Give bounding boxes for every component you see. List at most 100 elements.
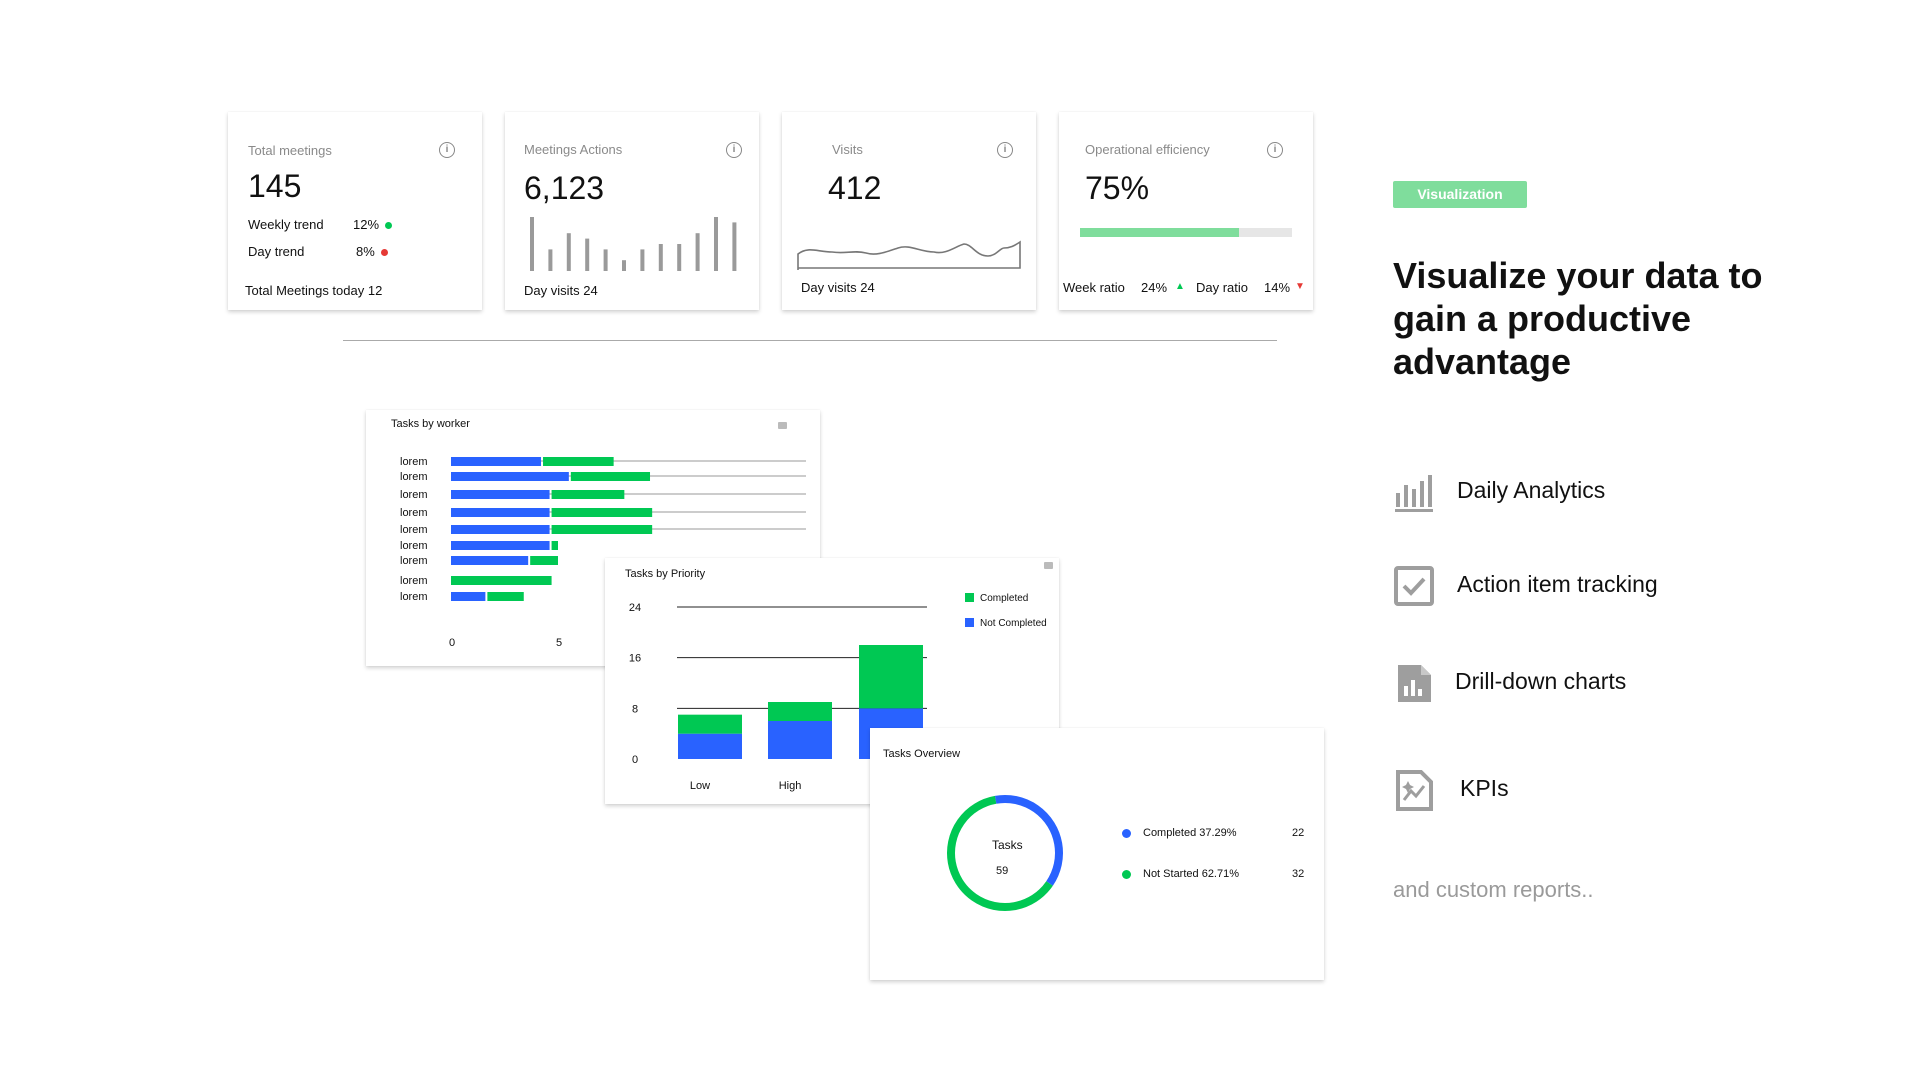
legend-not-completed: Not Completed <box>965 617 1047 629</box>
worker-bar-blue <box>451 556 529 565</box>
completed-legend-label: Completed 37.29% <box>1143 827 1237 839</box>
info-icon[interactable]: i <box>726 142 742 158</box>
y-tick-label: 16 <box>629 653 641 665</box>
worker-bar-green <box>530 556 558 565</box>
donut-slice <box>947 795 1063 911</box>
y-tick-label: 24 <box>629 602 641 614</box>
worker-label: lorem <box>400 456 428 468</box>
worker-bar-green <box>543 457 614 466</box>
expand-icon[interactable] <box>778 422 787 429</box>
bar-chart-icon <box>1395 475 1433 512</box>
spark-bar <box>640 249 645 271</box>
chart-title: Tasks by Priority <box>625 568 706 580</box>
x-tick-label: 5 <box>556 637 562 649</box>
legend-label: Not Completed <box>980 618 1047 629</box>
spark-bar <box>585 238 590 271</box>
kpi-title: Operational efficiency <box>1085 142 1210 157</box>
bar-completed <box>768 702 832 721</box>
up-status-dot <box>385 222 393 230</box>
info-icon[interactable]: i <box>1267 142 1283 158</box>
kpi-footer: Day visits 24 <box>524 283 598 298</box>
worker-bar-blue <box>451 508 550 517</box>
efficiency-progress-fill <box>1080 228 1239 237</box>
feature-action-item-tracking: Action item tracking <box>1393 565 1813 613</box>
kpi-card-meetings-actions: Meetings Actions i 6,123 Day visits 24 <box>505 112 759 310</box>
bar-not-completed <box>678 733 742 759</box>
spark-bar <box>658 244 663 271</box>
x-tick-label: High <box>779 780 802 792</box>
feature-label: Daily Analytics <box>1457 477 1606 503</box>
feature-kpis: KPIs <box>1393 769 1813 817</box>
kpi-value: 6,123 <box>524 170 605 206</box>
worker-label: lorem <box>400 471 428 483</box>
tasks-overview-card: Tasks Overview Tasks 59 Completed 37.29%… <box>870 728 1324 980</box>
spark-bar <box>603 249 608 271</box>
headline: Visualize your data to gain a productive… <box>1393 255 1763 382</box>
worker-bar-green <box>487 592 524 601</box>
kpi-title: Visits <box>832 142 863 157</box>
worker-bar-blue <box>451 525 550 534</box>
not-started-legend-label: Not Started 62.71% <box>1143 868 1240 880</box>
day-trend-label: Day trend <box>248 244 305 259</box>
kpi-card-operational-efficiency: Operational efficiency i 75% Week ratio … <box>1059 112 1313 310</box>
down-arrow-icon: ▼ <box>1295 281 1305 292</box>
bar-completed <box>859 645 923 709</box>
feature-daily-analytics: Daily Analytics <box>1393 471 1813 519</box>
donut-center-value: 59 <box>996 865 1009 877</box>
x-tick-label: Low <box>690 780 710 792</box>
worker-bar-green <box>551 490 625 499</box>
kpi-value: 75% <box>1085 170 1150 206</box>
kpi-card-visits: Visits i 412 Day visits 24 <box>782 112 1036 310</box>
day-trend-value: 8% <box>356 244 388 259</box>
worker-bar-blue <box>451 457 542 466</box>
completed-count: 22 <box>1292 827 1305 839</box>
completed-legend-dot <box>1122 829 1131 838</box>
worker-bar-green <box>551 525 653 534</box>
worker-bar-green <box>570 472 651 481</box>
spark-bar <box>714 217 718 271</box>
worker-bar-green <box>551 508 653 517</box>
feature-drill-down-charts: Drill-down charts <box>1393 662 1813 710</box>
worker-label: lorem <box>400 540 428 552</box>
worker-bar-blue <box>451 592 486 601</box>
kpi-value: 412 <box>828 170 882 206</box>
spark-bar <box>677 244 682 271</box>
kpi-footer: Total Meetings today 12 <box>245 283 383 298</box>
worker-label: lorem <box>400 489 428 501</box>
info-icon[interactable]: i <box>439 142 455 158</box>
y-tick-label: 8 <box>632 703 638 715</box>
donut-slice <box>947 795 1063 911</box>
worker-bar-green <box>551 541 558 550</box>
day-trend-percent: 8% <box>356 244 375 259</box>
donut-center-label: Tasks <box>992 838 1023 852</box>
kpi-title: Meetings Actions <box>524 142 623 157</box>
weekly-trend-value: 12% <box>353 217 393 232</box>
worker-label: lorem <box>400 507 428 519</box>
tasks-by-worker-chart: lorem lorem lorem lorem lorem lorem lorem lorem… <box>400 456 806 649</box>
spark-bar <box>548 249 553 271</box>
custom-reports-text: and custom reports.. <box>1393 877 1594 902</box>
tasks-donut-chart <box>947 795 1063 911</box>
chart-title: Tasks Overview <box>883 748 961 760</box>
not-started-count: 32 <box>1292 868 1305 880</box>
expand-icon[interactable] <box>1044 562 1053 569</box>
kpi-value: 145 <box>248 168 302 204</box>
chart-title: Tasks by worker <box>391 418 470 430</box>
worker-label: lorem <box>400 555 428 567</box>
worker-bar-blue <box>451 490 550 499</box>
tasks-by-priority-chart: 24 16 8 0 Low High <box>629 602 927 792</box>
kpi-footer: Day visits 24 <box>801 280 875 295</box>
feature-label: KPIs <box>1460 775 1509 801</box>
sparkline-path <box>797 240 1021 270</box>
down-status-dot <box>380 249 388 257</box>
spark-bar <box>530 217 534 271</box>
bar-not-completed <box>768 721 832 759</box>
weekly-trend-percent: 12% <box>353 217 380 232</box>
spark-bar <box>732 222 737 271</box>
worker-bar-green <box>451 576 552 585</box>
info-icon[interactable]: i <box>997 142 1013 158</box>
tasks-by-priority-card: Tasks by Priority 24 16 8 0 Low High Complete… <box>605 558 1059 804</box>
worker-label: lorem <box>400 591 428 603</box>
y-tick-label: 0 <box>632 754 638 766</box>
week-ratio-label: Week ratio <box>1063 280 1125 295</box>
